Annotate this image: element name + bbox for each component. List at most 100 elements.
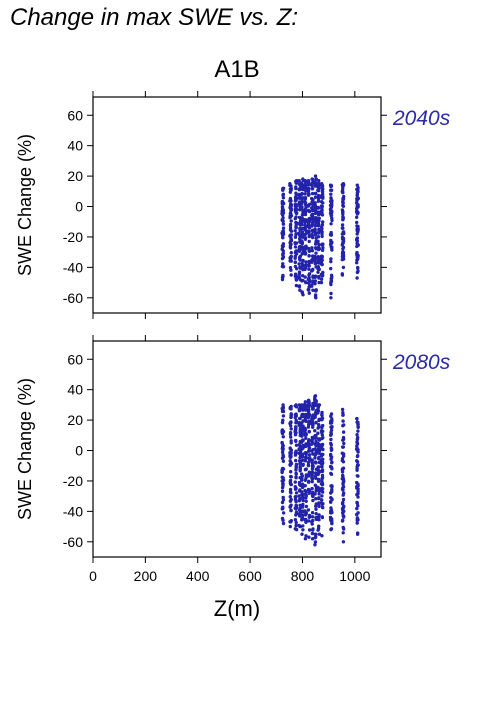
data-point bbox=[320, 230, 324, 234]
data-point bbox=[320, 274, 324, 278]
data-point bbox=[340, 237, 345, 241]
data-point bbox=[330, 521, 334, 525]
data-point bbox=[304, 496, 308, 500]
data-point bbox=[303, 280, 308, 284]
data-point bbox=[340, 407, 345, 412]
data-point bbox=[355, 433, 359, 437]
data-point bbox=[313, 483, 317, 487]
x-tick-label: 1000 bbox=[339, 568, 370, 584]
data-point bbox=[294, 283, 299, 288]
data-point bbox=[317, 276, 321, 280]
data-point bbox=[301, 528, 305, 532]
data-point bbox=[356, 224, 360, 229]
data-point bbox=[320, 187, 325, 191]
data-point bbox=[341, 419, 345, 423]
data-point bbox=[301, 505, 305, 509]
data-point bbox=[329, 238, 333, 243]
data-point bbox=[321, 201, 325, 205]
data-point bbox=[355, 252, 359, 256]
data-point bbox=[310, 191, 315, 196]
data-point bbox=[288, 446, 292, 450]
data-point bbox=[316, 205, 320, 210]
data-point bbox=[317, 457, 321, 461]
data-point bbox=[304, 436, 308, 440]
data-point bbox=[355, 474, 359, 478]
data-point bbox=[320, 430, 324, 435]
data-point bbox=[294, 511, 299, 515]
data-point bbox=[298, 237, 302, 241]
data-point bbox=[310, 212, 315, 217]
x-tick-label: 200 bbox=[134, 568, 158, 584]
data-point bbox=[303, 459, 308, 463]
data-point bbox=[301, 498, 305, 503]
data-point bbox=[340, 470, 345, 474]
data-point bbox=[310, 418, 315, 422]
data-point bbox=[316, 220, 320, 225]
data-point bbox=[301, 502, 305, 507]
data-point bbox=[319, 212, 324, 216]
data-point bbox=[293, 209, 298, 213]
period-label: 2080s bbox=[392, 351, 451, 374]
data-point bbox=[319, 280, 324, 285]
data-point bbox=[310, 460, 314, 464]
data-point bbox=[294, 191, 298, 195]
data-point bbox=[304, 433, 308, 437]
data-point bbox=[281, 444, 285, 448]
data-point bbox=[298, 508, 302, 513]
y-tick-label: -20 bbox=[63, 229, 83, 245]
data-point bbox=[329, 266, 333, 271]
data-point bbox=[329, 506, 333, 510]
data-point bbox=[355, 506, 359, 511]
data-point bbox=[281, 467, 286, 471]
data-point bbox=[329, 184, 333, 189]
data-point bbox=[342, 441, 346, 446]
data-point bbox=[307, 231, 311, 235]
data-point bbox=[317, 513, 321, 517]
data-point bbox=[314, 191, 318, 196]
data-point bbox=[304, 534, 308, 538]
data-point bbox=[313, 184, 318, 188]
data-point bbox=[313, 258, 317, 262]
data-point bbox=[341, 197, 345, 201]
data-point bbox=[300, 219, 304, 223]
data-point bbox=[297, 276, 302, 280]
data-point bbox=[355, 193, 359, 198]
data-point bbox=[307, 448, 311, 452]
data-point bbox=[313, 460, 318, 464]
data-point bbox=[281, 498, 286, 502]
data-point bbox=[294, 220, 298, 225]
data-point bbox=[341, 424, 345, 428]
data-point bbox=[293, 264, 298, 269]
y-tick-label: 20 bbox=[67, 412, 83, 428]
data-point bbox=[293, 495, 297, 499]
data-point bbox=[281, 476, 285, 480]
data-point bbox=[321, 436, 325, 440]
plot-frame-2080s bbox=[92, 340, 382, 558]
data-point bbox=[320, 426, 324, 430]
data-point bbox=[356, 425, 360, 429]
data-point bbox=[293, 235, 298, 239]
data-point bbox=[288, 228, 293, 232]
data-point bbox=[303, 187, 307, 192]
data-point bbox=[316, 199, 321, 203]
data-point bbox=[313, 246, 318, 250]
data-point bbox=[307, 249, 312, 253]
data-point bbox=[304, 517, 308, 522]
data-point bbox=[313, 492, 317, 496]
data-point bbox=[301, 455, 305, 459]
data-point bbox=[300, 421, 304, 425]
data-point bbox=[319, 254, 324, 258]
data-point bbox=[293, 413, 297, 417]
data-point bbox=[298, 444, 302, 448]
data-point bbox=[310, 520, 314, 524]
data-point bbox=[329, 259, 333, 264]
data-point bbox=[329, 465, 334, 469]
data-point bbox=[304, 499, 308, 503]
data-point bbox=[340, 457, 345, 461]
data-point bbox=[280, 489, 285, 493]
data-point bbox=[307, 180, 311, 185]
data-point bbox=[355, 468, 359, 472]
data-point bbox=[288, 431, 293, 435]
data-point bbox=[341, 257, 346, 261]
data-point bbox=[303, 196, 308, 200]
